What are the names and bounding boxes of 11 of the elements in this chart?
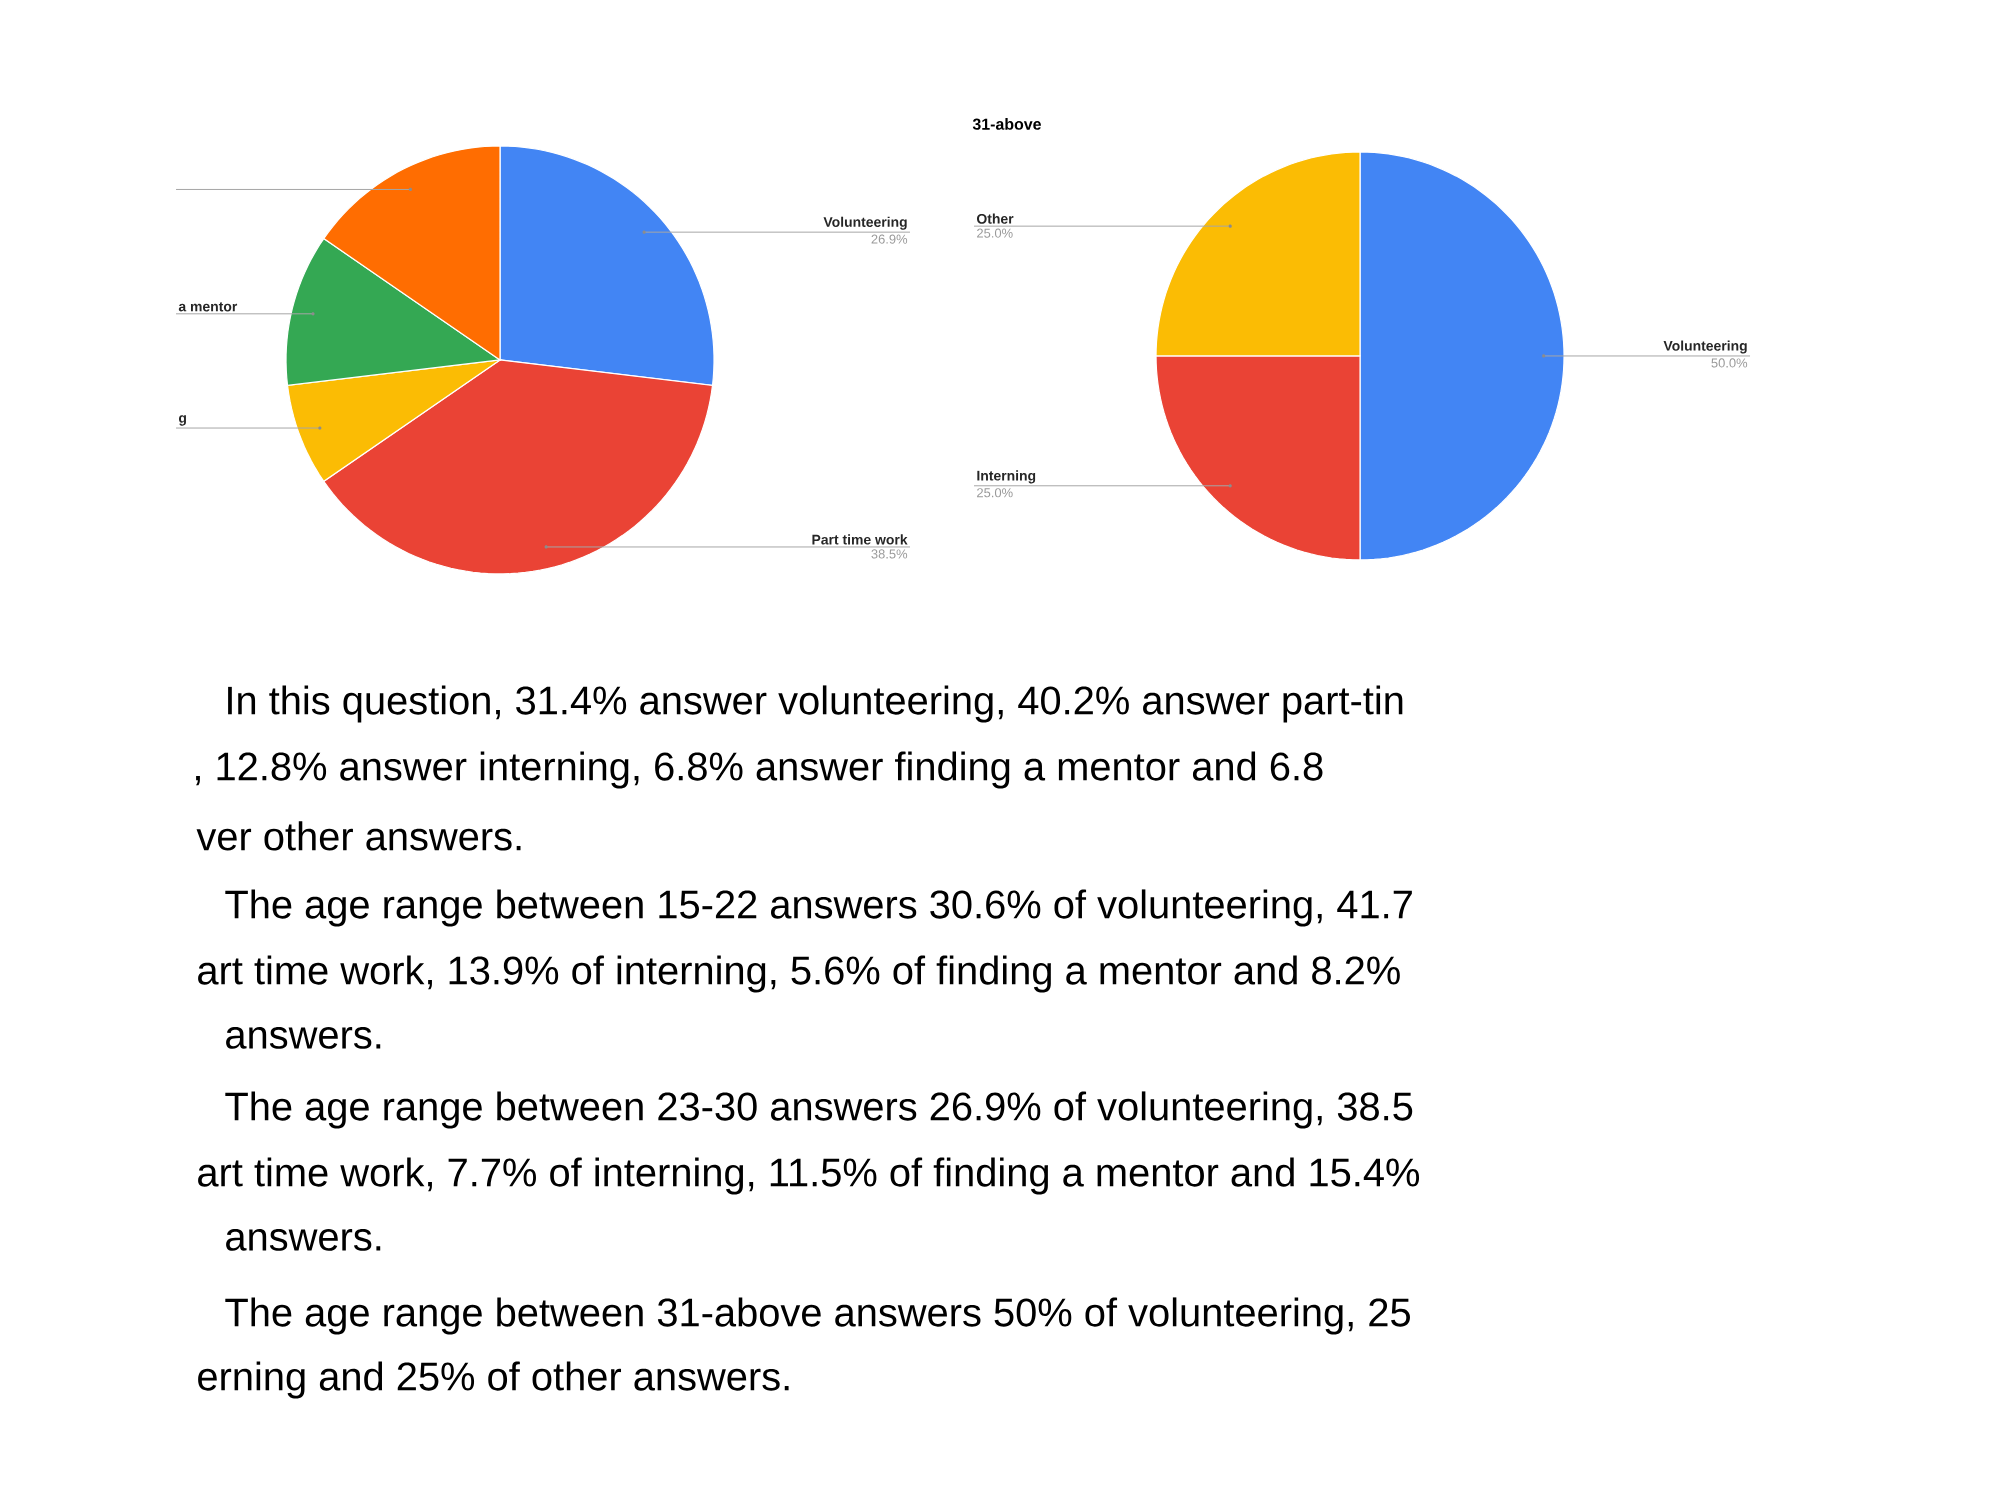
text: answers. bbox=[226, 1229, 381, 1251]
text: art time work, 7.7% of interning, 11.5% of finding a mentor and 15.4% bbox=[198, 1157, 1420, 1195]
text: art time work, 13.9% of interning, 5.6% of finding a mentor and 8.2% bbox=[198, 955, 1400, 993]
text: The age range between 31-above answers 50% of volunteering, 25 bbox=[225, 1297, 1410, 1335]
text: In this question, 31.4% answer volunteering, 40.2% answer part-tin bbox=[228, 685, 1403, 723]
text: erning and 25% of other answers. bbox=[198, 1361, 789, 1399]
text: ver other answers. bbox=[196, 821, 521, 851]
text: The age range between 15-22 answers 30.6% of volunteering, 41.7 bbox=[225, 889, 1412, 927]
text: answers. bbox=[226, 1027, 381, 1049]
text: , 12.8% answer interning, 6.8% answer finding a mentor and 6.8 bbox=[196, 751, 1323, 789]
text: The age range between 23-30 answers 26.9% of volunteering, 38.5 bbox=[225, 1091, 1413, 1129]
